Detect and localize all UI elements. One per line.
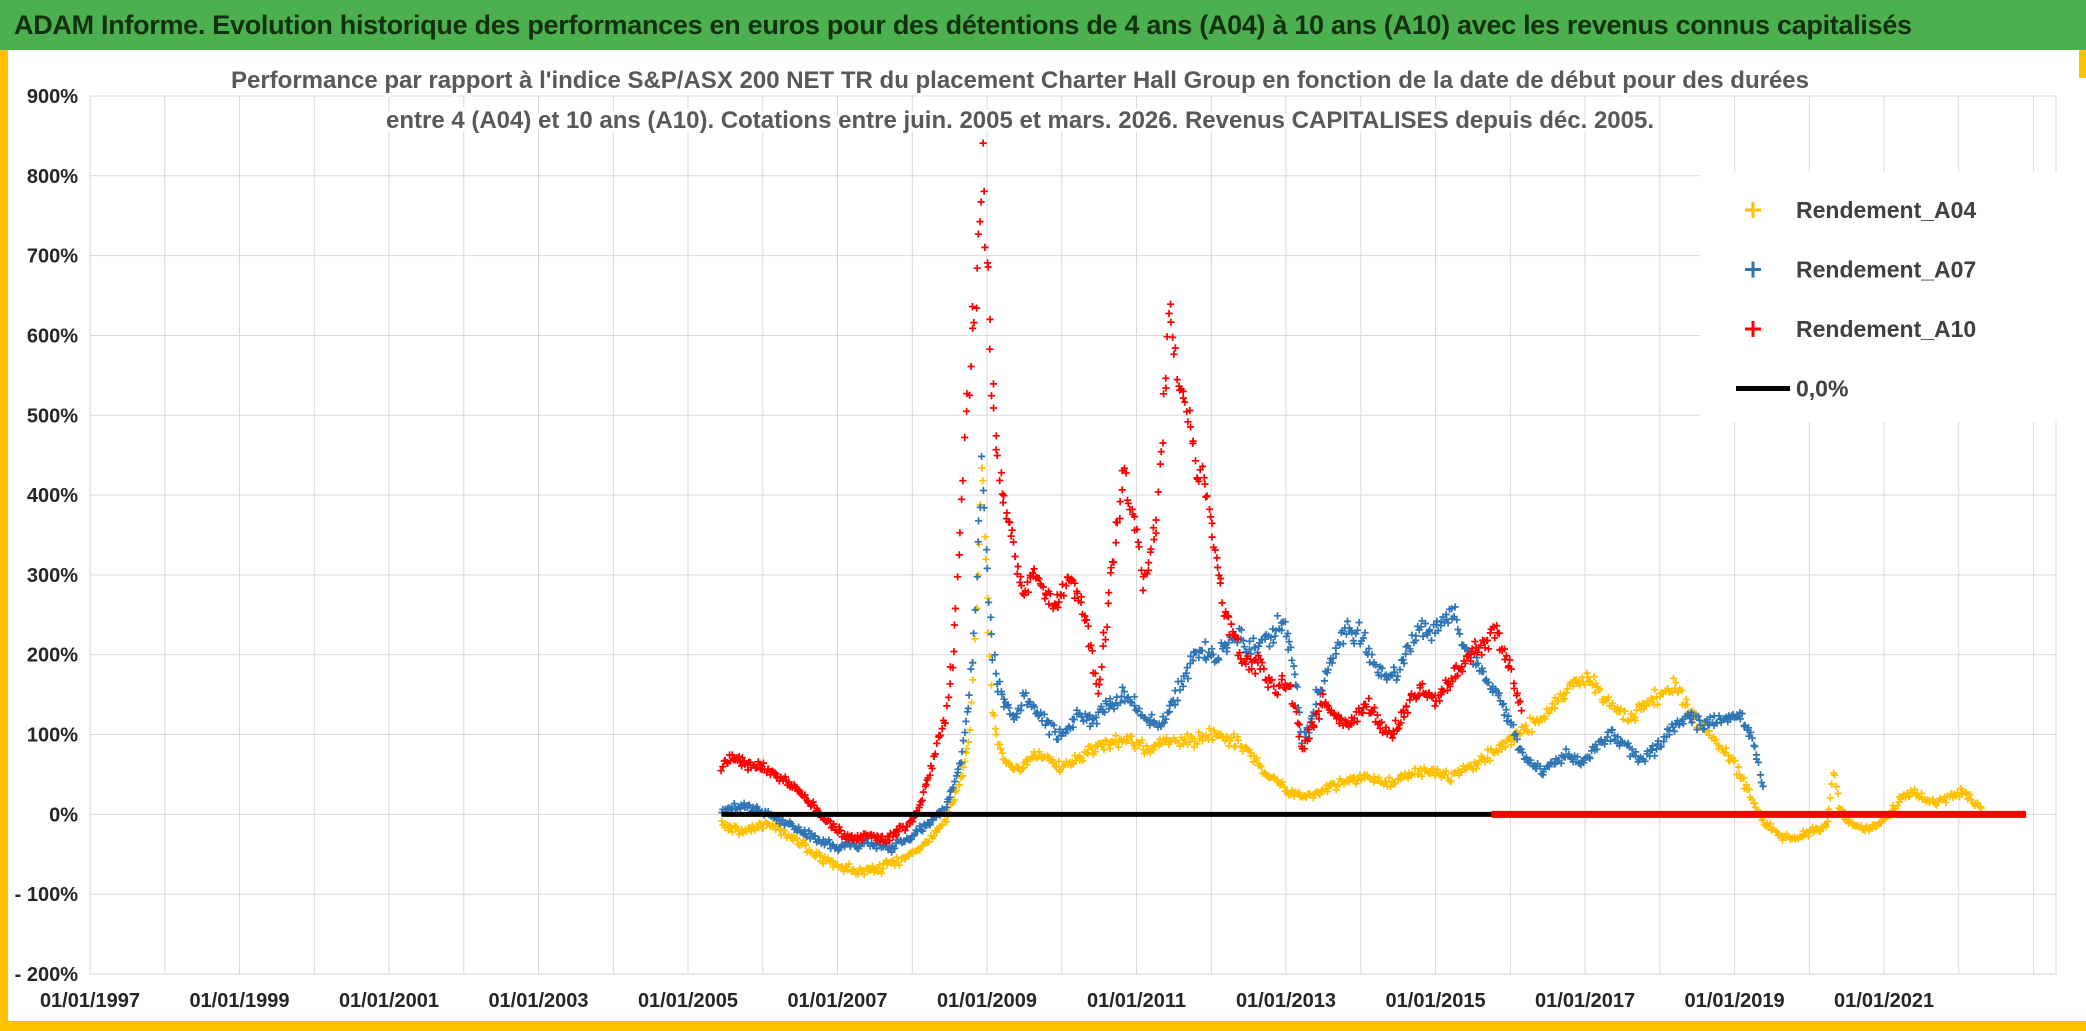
- svg-text:01/01/2013: 01/01/2013: [1236, 990, 1336, 1012]
- left-border-strip: [0, 50, 8, 1023]
- svg-text:- 200%: - 200%: [15, 964, 79, 986]
- svg-text:01/01/2019: 01/01/2019: [1685, 990, 1785, 1012]
- svg-text:01/01/1999: 01/01/1999: [189, 990, 289, 1012]
- svg-text:600%: 600%: [27, 326, 78, 348]
- right-border-notch: [2079, 50, 2086, 78]
- svg-text:01/01/2015: 01/01/2015: [1386, 990, 1486, 1012]
- svg-text:900%: 900%: [27, 86, 78, 108]
- legend-label: Rendement_A07: [1796, 257, 1976, 283]
- svg-text:01/01/2017: 01/01/2017: [1535, 990, 1635, 1012]
- svg-text:- 100%: - 100%: [15, 884, 79, 906]
- svg-text:400%: 400%: [27, 485, 78, 507]
- x-axis-labels: 01/01/1997 01/01/1999 01/01/2001 01/01/2003…: [40, 990, 1934, 1012]
- svg-text:Performance par rapport à l'in: Performance par rapport à l'indice S&P/A…: [231, 67, 1809, 94]
- svg-text:800%: 800%: [27, 166, 78, 188]
- svg-text:700%: 700%: [27, 246, 78, 268]
- legend-label: Rendement_A04: [1796, 197, 1976, 223]
- svg-text:01/01/2005: 01/01/2005: [638, 990, 738, 1012]
- svg-text:01/01/1997: 01/01/1997: [40, 990, 140, 1012]
- legend-marker-plus: [1745, 261, 1761, 278]
- svg-text:entre 4 (A04) et 10 ans (A10).: entre 4 (A04) et 10 ans (A10). Cotations…: [386, 107, 1654, 134]
- bottom-border-strip: [0, 1021, 2086, 1031]
- legend-box: [1700, 172, 2072, 422]
- series-Rendement_A10: [717, 139, 1526, 847]
- svg-text:01/01/2011: 01/01/2011: [1087, 990, 1186, 1012]
- legend-label: 0,0%: [1796, 376, 1848, 402]
- svg-text:100%: 100%: [27, 725, 78, 747]
- svg-text:200%: 200%: [27, 645, 78, 667]
- svg-text:01/01/2003: 01/01/2003: [488, 990, 588, 1012]
- svg-text:01/01/2021: 01/01/2021: [1834, 990, 1934, 1012]
- y-axis-labels: 900% 800% 700% 600% 500% 400% 300% 200% 100% 0% - …: [15, 86, 79, 986]
- svg-text:300%: 300%: [27, 565, 78, 587]
- legend-label: Rendement_A10: [1796, 316, 1976, 342]
- legend-marker-plus: [1745, 321, 1761, 337]
- performance-scatter-chart: 900% 800% 700% 600% 500% 400% 300% 200% 100% 0% - …: [15, 64, 2072, 1012]
- svg-text:0%: 0%: [49, 804, 78, 826]
- legend-marker-plus: [1745, 202, 1761, 218]
- svg-text:01/01/2001: 01/01/2001: [339, 990, 439, 1012]
- svg-text:500%: 500%: [27, 405, 78, 427]
- banner-title: ADAM Informe. Evolution historique des p…: [14, 9, 1912, 40]
- series-Rendement_A04: [718, 464, 1985, 879]
- chart-title: Performance par rapport à l'indice S&P/A…: [227, 64, 1812, 138]
- svg-text:01/01/2007: 01/01/2007: [787, 990, 887, 1012]
- svg-text:01/01/2009: 01/01/2009: [937, 990, 1037, 1012]
- title-banner: ADAM Informe. Evolution historique des p…: [0, 0, 2086, 50]
- legend: Rendement_A04 Rendement_A07 Rendement_A10 0…: [1736, 197, 1976, 402]
